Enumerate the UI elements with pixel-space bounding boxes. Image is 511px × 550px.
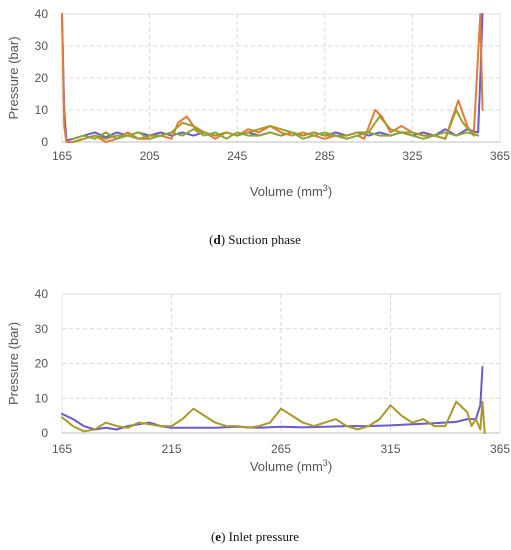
panel-d-suction-phase: 0 10 20 30 40 165 205 245 285 325 365 Pressure (bar… <box>6 7 510 247</box>
x-tick-label: 315 <box>380 442 400 456</box>
caption-close-paren: ) <box>221 529 225 544</box>
series-line-green <box>72 128 480 140</box>
caption-label: d <box>213 232 221 247</box>
x-tick-label: 285 <box>315 149 335 163</box>
x-tick-label: 205 <box>140 149 160 163</box>
x-tick-label: 325 <box>402 149 422 163</box>
caption-text: Suction phase <box>225 232 301 247</box>
x-axis-label: Volume (mm3) <box>250 458 332 474</box>
y-tick-label: 40 <box>35 287 49 301</box>
y-tick-label: 0 <box>41 135 48 149</box>
x-tick-label: 165 <box>52 442 72 456</box>
y-tick-label: 20 <box>35 357 49 371</box>
x-tick-label: 265 <box>271 442 291 456</box>
series-line-olive <box>72 109 480 143</box>
caption-text: Inlet pressure <box>225 529 299 544</box>
x-axis-label-end: ) <box>328 184 332 199</box>
y-tick-label: 40 <box>35 7 49 21</box>
y-axis-label: Pressure (bar) <box>6 322 21 405</box>
x-axis-label-superscript: 3 <box>323 458 328 468</box>
y-tick-label: 30 <box>35 39 49 53</box>
x-axis-label-end: ) <box>328 459 332 474</box>
x-tick-label: 245 <box>227 149 247 163</box>
caption-label: e <box>215 529 221 544</box>
panel-caption: (d) Suction phase <box>209 232 301 247</box>
caption-close-paren: ) <box>221 232 225 247</box>
caption-open-paren: ( <box>211 529 215 544</box>
x-axis-label-main: Volume (mm <box>250 184 323 199</box>
x-axis-label-main: Volume (mm <box>250 459 323 474</box>
x-axis-label: Volume (mm3) <box>250 183 332 199</box>
x-tick-label: 165 <box>52 149 72 163</box>
y-tick-label: 0 <box>41 426 48 440</box>
x-tick-label: 215 <box>161 442 181 456</box>
y-tick-label: 10 <box>35 103 49 117</box>
caption-open-paren: ( <box>209 232 213 247</box>
panel-caption: (e) Inlet pressure <box>211 529 299 544</box>
x-axis-label-superscript: 3 <box>323 183 328 193</box>
x-tick-label: 365 <box>490 149 510 163</box>
y-tick-label: 20 <box>35 71 49 85</box>
series-line-olive <box>61 400 486 434</box>
panel-e-inlet-pressure: 0 10 20 30 40 165 215 265 315 365 Pressure (bar) Vo… <box>6 287 510 544</box>
y-axis-label: Pressure (bar) <box>6 36 21 119</box>
y-tick-label: 10 <box>35 391 49 405</box>
x-tick-label: 365 <box>490 442 510 456</box>
y-tick-label: 30 <box>35 322 49 336</box>
series-line-purple <box>61 13 484 142</box>
